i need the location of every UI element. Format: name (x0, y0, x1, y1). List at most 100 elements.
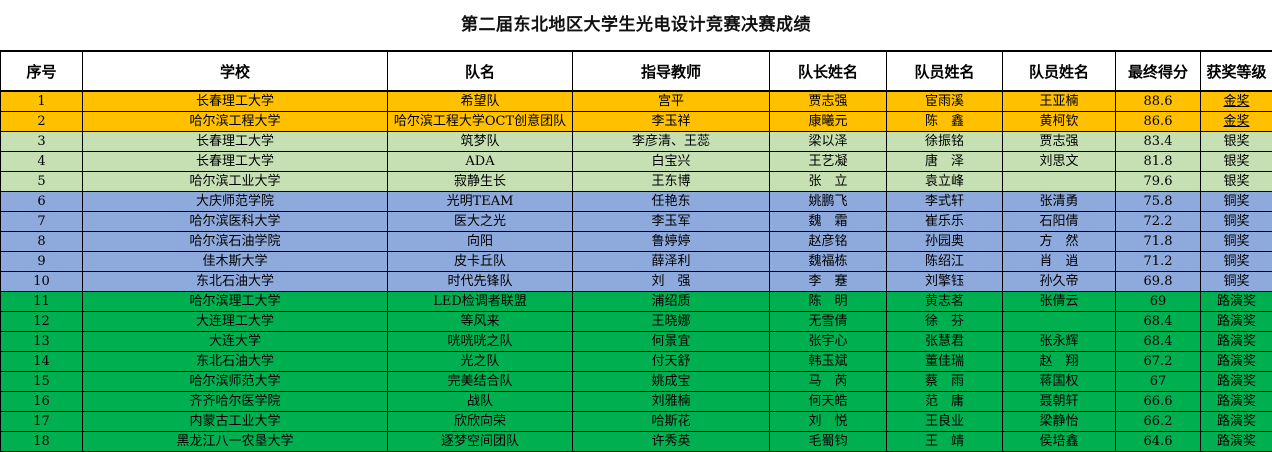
cell-member-1: 蔡 雨 (887, 372, 1003, 392)
cell-member-1: 范 庸 (887, 392, 1003, 412)
cell-team-name: 时代先锋队 (388, 272, 573, 292)
cell-member-1: 陈绍江 (887, 252, 1003, 272)
cell-award-level: 路演奖 (1201, 372, 1272, 392)
cell-captain: 何天皓 (770, 392, 887, 412)
cell-final-score: 72.2 (1116, 212, 1201, 232)
cell-member-2: 王亚楠 (1003, 91, 1116, 112)
cell-award-level: 铜奖 (1201, 252, 1272, 272)
cell-school: 大连大学 (83, 332, 388, 352)
cell-advisor: 姚成宝 (573, 372, 770, 392)
cell-advisor: 任艳东 (573, 192, 770, 212)
cell-award-level: 金奖 (1201, 112, 1272, 132)
cell-team-name: 光之队 (388, 352, 573, 372)
cell-rank: 18 (1, 432, 83, 452)
cell-rank: 1 (1, 91, 83, 112)
cell-award-level: 金奖 (1201, 91, 1272, 112)
cell-rank: 13 (1, 332, 83, 352)
cell-member-1: 刘擎钰 (887, 272, 1003, 292)
cell-final-score: 69 (1116, 292, 1201, 312)
cell-advisor: 浦绍质 (573, 292, 770, 312)
cell-rank: 8 (1, 232, 83, 252)
column-header-award-level: 获奖等级 (1201, 51, 1272, 91)
cell-school: 哈尔滨工业大学 (83, 172, 388, 192)
cell-captain: 张 立 (770, 172, 887, 192)
cell-team-name: 咣咣咣之队 (388, 332, 573, 352)
cell-team-name: 希望队 (388, 91, 573, 112)
cell-team-name: 完美结合队 (388, 372, 573, 392)
cell-member-1: 董佳瑞 (887, 352, 1003, 372)
cell-team-name: ADA (388, 152, 573, 172)
cell-advisor: 白宝兴 (573, 152, 770, 172)
cell-school: 东北石油大学 (83, 272, 388, 292)
column-header-advisor: 指导教师 (573, 51, 770, 91)
cell-advisor: 刘 强 (573, 272, 770, 292)
cell-rank: 2 (1, 112, 83, 132)
cell-award-level: 铜奖 (1201, 212, 1272, 232)
cell-advisor: 刘雅楠 (573, 392, 770, 412)
cell-final-score: 68.4 (1116, 312, 1201, 332)
cell-team-name: 医大之光 (388, 212, 573, 232)
cell-final-score: 66.2 (1116, 412, 1201, 432)
cell-award-level: 路演奖 (1201, 432, 1272, 452)
cell-rank: 12 (1, 312, 83, 332)
cell-final-score: 67.2 (1116, 352, 1201, 372)
cell-member-2: 张倩云 (1003, 292, 1116, 312)
cell-final-score: 68.4 (1116, 332, 1201, 352)
cell-member-2 (1003, 172, 1116, 192)
cell-rank: 4 (1, 152, 83, 172)
cell-member-1: 黄志茗 (887, 292, 1003, 312)
cell-member-2: 蒋国权 (1003, 372, 1116, 392)
cell-captain: 康曦元 (770, 112, 887, 132)
cell-advisor: 哈斯花 (573, 412, 770, 432)
cell-advisor: 李彦清、王蕊 (573, 132, 770, 152)
cell-award-level: 银奖 (1201, 152, 1272, 172)
cell-team-name: 向阳 (388, 232, 573, 252)
cell-final-score: 69.8 (1116, 272, 1201, 292)
cell-school: 大连理工大学 (83, 312, 388, 332)
cell-member-1: 张慧君 (887, 332, 1003, 352)
cell-advisor: 李玉军 (573, 212, 770, 232)
column-header-member-2: 队员姓名 (1003, 51, 1116, 91)
header-row: 序号学校队名指导教师队长姓名队员姓名队员姓名最终得分获奖等级 (1, 51, 1272, 91)
cell-member-2 (1003, 312, 1116, 332)
cell-captain: 无雪倩 (770, 312, 887, 332)
cell-member-1: 王 靖 (887, 432, 1003, 452)
cell-final-score: 71.8 (1116, 232, 1201, 252)
cell-captain: 陈 明 (770, 292, 887, 312)
cell-captain: 赵彦铭 (770, 232, 887, 252)
cell-school: 内蒙古工业大学 (83, 412, 388, 432)
cell-member-1: 王良业 (887, 412, 1003, 432)
column-header-captain: 队长姓名 (770, 51, 887, 91)
cell-member-1: 孙园奥 (887, 232, 1003, 252)
cell-member-2: 侯培鑫 (1003, 432, 1116, 452)
cell-school: 齐齐哈尔医学院 (83, 392, 388, 412)
cell-school: 长春理工大学 (83, 132, 388, 152)
cell-captain: 毛蜀钧 (770, 432, 887, 452)
cell-captain: 王艺凝 (770, 152, 887, 172)
cell-captain: 李 蹇 (770, 272, 887, 292)
cell-school: 大庆师范学院 (83, 192, 388, 212)
cell-captain: 梁以泽 (770, 132, 887, 152)
cell-final-score: 67 (1116, 372, 1201, 392)
cell-school: 哈尔滨师范大学 (83, 372, 388, 392)
cell-team-name: LED检调者联盟 (388, 292, 573, 312)
cell-school: 哈尔滨工程大学 (83, 112, 388, 132)
cell-school: 佳木斯大学 (83, 252, 388, 272)
cell-final-score: 75.8 (1116, 192, 1201, 212)
column-header-rank: 序号 (1, 51, 83, 91)
cell-award-level: 路演奖 (1201, 292, 1272, 312)
cell-captain: 贾志强 (770, 91, 887, 112)
cell-member-2: 黄柯钦 (1003, 112, 1116, 132)
cell-rank: 15 (1, 372, 83, 392)
cell-captain: 张宇心 (770, 332, 887, 352)
